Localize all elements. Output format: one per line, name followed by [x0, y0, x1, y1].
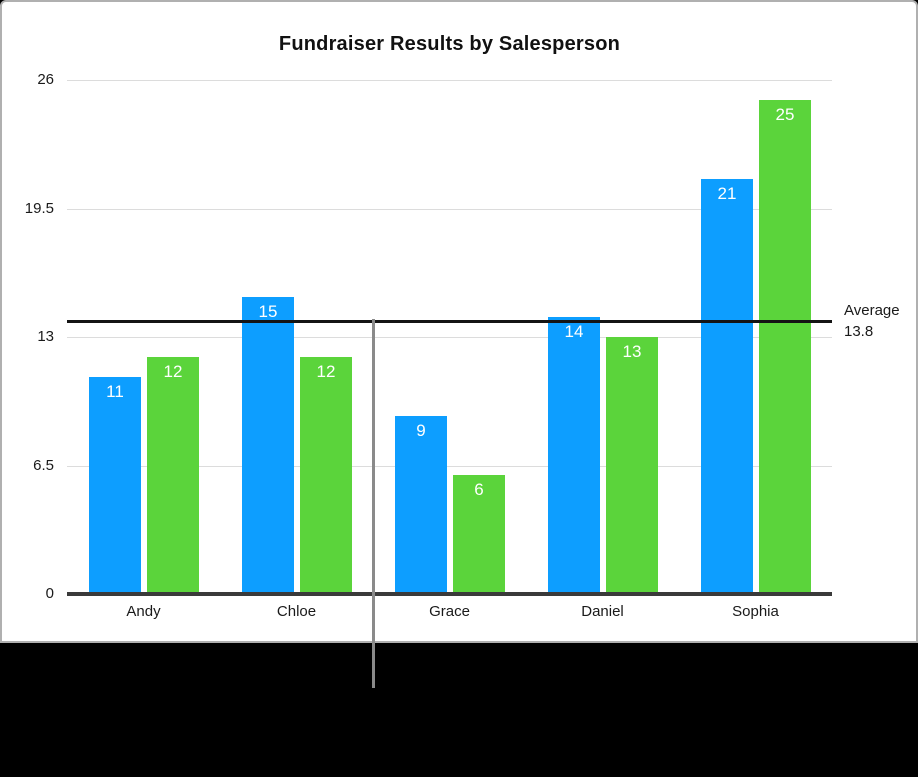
chart-figure: Fundraiser Results by Salesperson Averag…: [0, 0, 918, 643]
category-label: Chloe: [276, 603, 317, 620]
green-series-bar: 12: [300, 357, 352, 594]
y-tick-label: 19.5: [24, 200, 54, 217]
bar-value-label: 11: [106, 382, 124, 401]
bar-value-label: 21: [717, 184, 737, 203]
green-series-bar: 13: [606, 337, 658, 594]
category-label: Grace: [429, 603, 470, 620]
average-callout-line: [372, 319, 375, 688]
category-label: Sophia: [732, 603, 779, 620]
blue-series-bar: 15: [242, 297, 294, 594]
gridline: [67, 209, 832, 210]
average-label-title: Average: [844, 302, 900, 319]
category-label: Daniel: [581, 603, 624, 620]
bar-value-label: 9: [416, 421, 426, 440]
green-series-bar: 12: [147, 357, 199, 594]
gridline: [67, 466, 832, 467]
blue-series-bar: 11: [89, 377, 141, 594]
y-tick-label: 6.5: [33, 457, 54, 474]
y-tick-label: 26: [37, 71, 54, 88]
bar-value-label: 25: [775, 105, 795, 124]
average-reference-line: [67, 320, 832, 323]
bar-value-label: 6: [474, 480, 484, 499]
bar-value-label: 12: [163, 362, 183, 381]
gridline: [67, 337, 832, 338]
x-axis-line: [67, 592, 832, 596]
blue-series-bar: 14: [548, 317, 600, 594]
bar-value-label: 14: [564, 322, 584, 341]
y-tick-label: 0: [45, 585, 54, 602]
green-series-bar: 6: [453, 475, 505, 594]
bar-value-label: 15: [258, 302, 278, 321]
bar-value-label: 13: [622, 342, 642, 361]
bar-value-label: 12: [316, 362, 336, 381]
caption-area: [0, 643, 918, 777]
category-label: Andy: [126, 603, 161, 620]
blue-series-bar: 9: [395, 416, 447, 594]
green-series-bar: 25: [759, 100, 811, 594]
chart-title: Fundraiser Results by Salesperson: [278, 33, 621, 55]
average-label-value: 13.8: [844, 323, 874, 340]
average-line-label: Average 13.8: [844, 300, 900, 342]
y-tick-label: 13: [37, 328, 54, 345]
blue-series-bar: 21: [701, 179, 753, 594]
gridline: [67, 80, 832, 81]
